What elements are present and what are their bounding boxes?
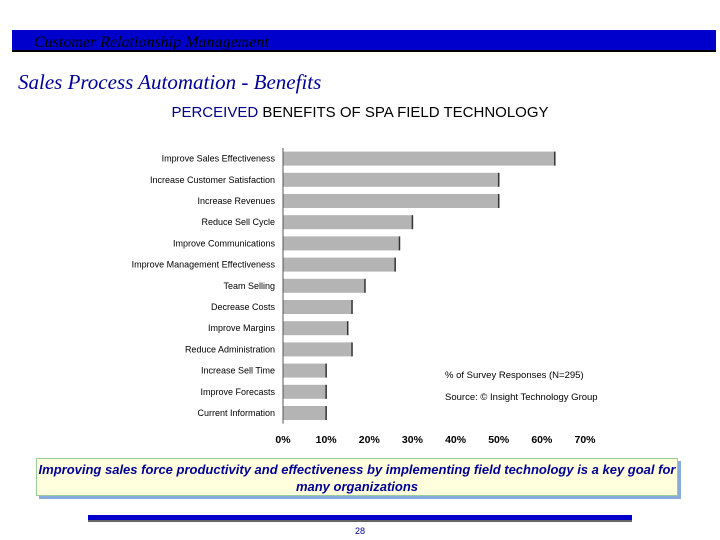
header-title: Customer Relationship Management: [34, 34, 269, 51]
bar: [283, 194, 499, 208]
header-bar: [12, 30, 716, 52]
bar: [283, 384, 327, 399]
x-tick-label: 0%: [275, 434, 291, 446]
bar: [283, 300, 353, 314]
bar: [283, 215, 413, 230]
caption-text: Improving sales force productivity and e…: [38, 462, 676, 494]
chart-title-rest: BENEFITS OF SPA FIELD TECHNOLOGY: [258, 104, 549, 121]
bar: [283, 172, 499, 187]
bar: [283, 406, 327, 420]
bar: [283, 151, 555, 166]
category-label: Increase Revenues: [197, 196, 275, 206]
category-label: Team Selling: [223, 281, 275, 291]
category-label: Increase Sell Time: [201, 366, 275, 376]
bar: [283, 321, 348, 336]
chart-title: PERCEIVED BENEFITS OF SPA FIELD TECHNOLO…: [0, 104, 720, 121]
category-label: Current Information: [197, 408, 275, 418]
x-tick-label: 30%: [402, 434, 424, 446]
bar: [283, 278, 365, 293]
category-label: Improve Margins: [208, 323, 276, 333]
caption-box: Improving sales force productivity and e…: [36, 458, 678, 496]
page-number: 28: [354, 526, 365, 536]
x-tick-label: 20%: [359, 434, 381, 446]
slide-title: Sales Process Automation - Benefits: [18, 70, 322, 94]
bar: [283, 257, 396, 272]
category-label: Decrease Costs: [211, 302, 276, 312]
category-label: Reduce Sell Cycle: [201, 217, 275, 227]
x-tick-label: 50%: [488, 434, 510, 446]
chart-title-highlight: PERCEIVED: [171, 104, 259, 121]
bar: [283, 342, 353, 357]
category-label: Improve Communications: [173, 238, 276, 248]
category-label: Reduce Administration: [185, 344, 275, 354]
x-tick-label: 60%: [531, 434, 553, 446]
category-label: Improve Forecasts: [200, 387, 275, 397]
category-label: Improve Management Effectiveness: [132, 260, 276, 270]
footer-rule: [88, 515, 632, 522]
category-label: Increase Customer Satisfaction: [150, 175, 275, 185]
bar: [283, 363, 327, 378]
bar: [283, 236, 400, 251]
category-label: Improve Sales Effectiveness: [162, 154, 276, 164]
annotation-source: Source: © Insight Technology Group: [445, 392, 598, 403]
annotation-responses: % of Survey Responses (N=295): [445, 370, 584, 381]
x-tick-label: 10%: [316, 434, 338, 446]
bar-chart: Improve Sales Effectiveness Increase Cust…: [132, 148, 598, 446]
x-tick-label: 70%: [574, 434, 596, 446]
x-tick-label: 40%: [445, 434, 467, 446]
